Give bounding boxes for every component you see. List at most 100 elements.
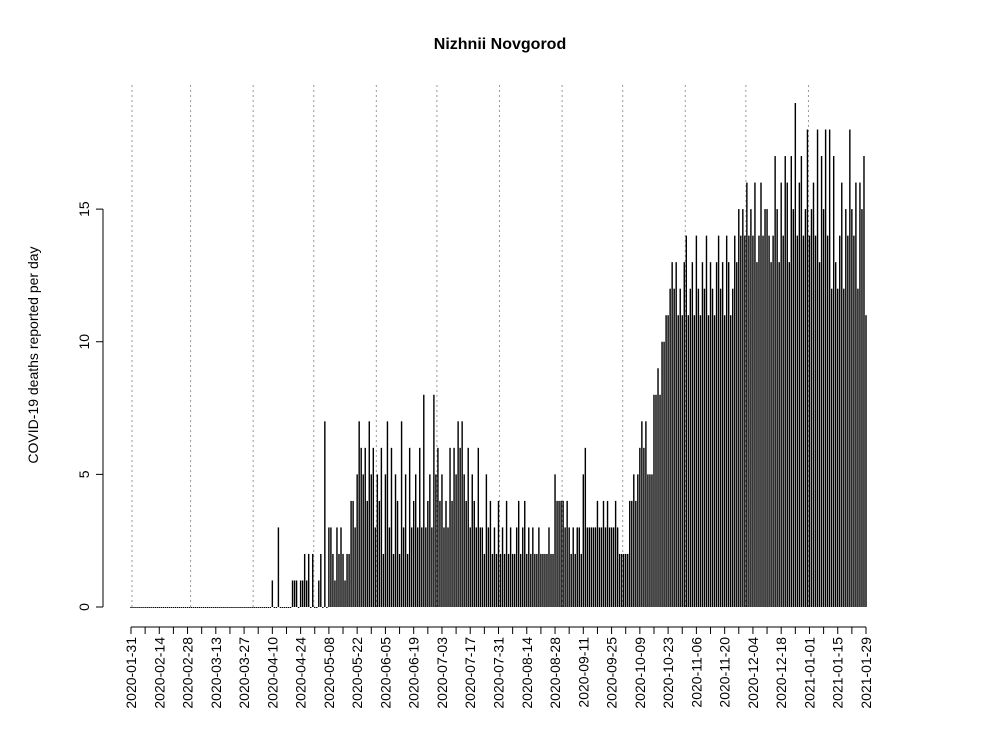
bar <box>578 527 580 607</box>
bar <box>837 288 839 607</box>
bar <box>520 553 522 607</box>
bar <box>267 607 270 608</box>
bar <box>239 607 241 608</box>
bar <box>453 447 455 607</box>
bar <box>588 527 591 607</box>
bar <box>760 182 762 607</box>
bar <box>328 527 330 607</box>
bar <box>400 421 403 607</box>
bar <box>404 474 407 607</box>
bar <box>154 607 156 608</box>
bar <box>505 500 508 607</box>
x-tick-label: 2020-09-11 <box>575 637 591 708</box>
bar <box>429 474 431 607</box>
bar <box>354 527 356 607</box>
x-tick-label: 2020-08-28 <box>547 637 563 709</box>
bar <box>835 262 837 607</box>
bar <box>794 103 797 607</box>
bar <box>748 235 750 607</box>
bar <box>485 474 488 607</box>
bar <box>536 553 538 607</box>
bar <box>641 421 643 607</box>
bar <box>707 315 710 607</box>
bar <box>219 607 221 608</box>
bar <box>132 607 134 608</box>
bar <box>273 607 276 608</box>
bar <box>477 447 480 607</box>
bar <box>723 315 726 607</box>
bar <box>410 527 413 607</box>
bar <box>257 607 259 608</box>
bar <box>285 607 288 608</box>
bar <box>291 580 294 607</box>
bar <box>188 607 191 608</box>
x-tick-label: 2020-04-10 <box>264 637 280 709</box>
bar <box>566 500 568 607</box>
bar <box>517 500 520 607</box>
x-tick-label: 2020-08-14 <box>519 637 535 709</box>
bar <box>774 156 776 608</box>
bar <box>186 607 189 608</box>
bar <box>503 553 506 607</box>
bar <box>810 209 813 607</box>
bar <box>164 607 167 608</box>
bar <box>469 527 471 607</box>
bar <box>715 262 718 607</box>
bar <box>513 553 516 607</box>
bar <box>223 607 225 608</box>
bar <box>402 527 405 607</box>
bar <box>312 553 314 607</box>
bar <box>344 580 346 607</box>
bar <box>334 580 336 607</box>
bar <box>828 129 831 608</box>
bar <box>301 580 304 607</box>
chart-title: Nizhnii Novgorod <box>434 36 566 53</box>
bar <box>449 447 451 607</box>
bar <box>845 209 847 607</box>
bar <box>509 527 512 607</box>
bar <box>259 607 261 608</box>
bar <box>764 209 766 607</box>
bar <box>526 553 528 607</box>
bar <box>657 368 659 607</box>
bar <box>295 580 298 607</box>
bar <box>639 447 641 607</box>
bar <box>618 553 621 607</box>
bar <box>830 288 833 607</box>
bar <box>554 474 556 607</box>
bar <box>455 474 457 607</box>
bar <box>346 553 348 607</box>
bar <box>433 394 435 607</box>
bar <box>631 500 633 607</box>
x-tick-label: 2020-10-23 <box>660 637 676 709</box>
bar <box>209 607 211 608</box>
bar <box>421 527 423 607</box>
bar <box>598 527 601 607</box>
x-tick-label: 2021-01-01 <box>801 637 817 709</box>
bar <box>782 235 784 607</box>
bar <box>544 553 546 607</box>
bar <box>608 527 611 607</box>
bar <box>576 527 578 607</box>
bar <box>820 156 823 608</box>
bar <box>475 527 477 607</box>
bar <box>350 500 352 607</box>
bar <box>340 527 342 607</box>
bar <box>390 447 393 607</box>
bar <box>717 235 720 607</box>
bar <box>804 209 807 607</box>
bar <box>832 156 835 608</box>
bar <box>378 500 381 607</box>
bar <box>671 262 673 607</box>
x-tick-label: 2020-06-05 <box>377 637 393 709</box>
x-tick-label: 2020-10-09 <box>632 637 648 709</box>
bar <box>584 447 587 607</box>
bar <box>586 527 589 607</box>
bar <box>427 500 429 607</box>
bar <box>556 500 558 607</box>
bar <box>693 315 696 607</box>
bar <box>546 553 548 607</box>
x-tick-label: 2020-12-04 <box>745 637 761 709</box>
bar <box>625 553 627 607</box>
